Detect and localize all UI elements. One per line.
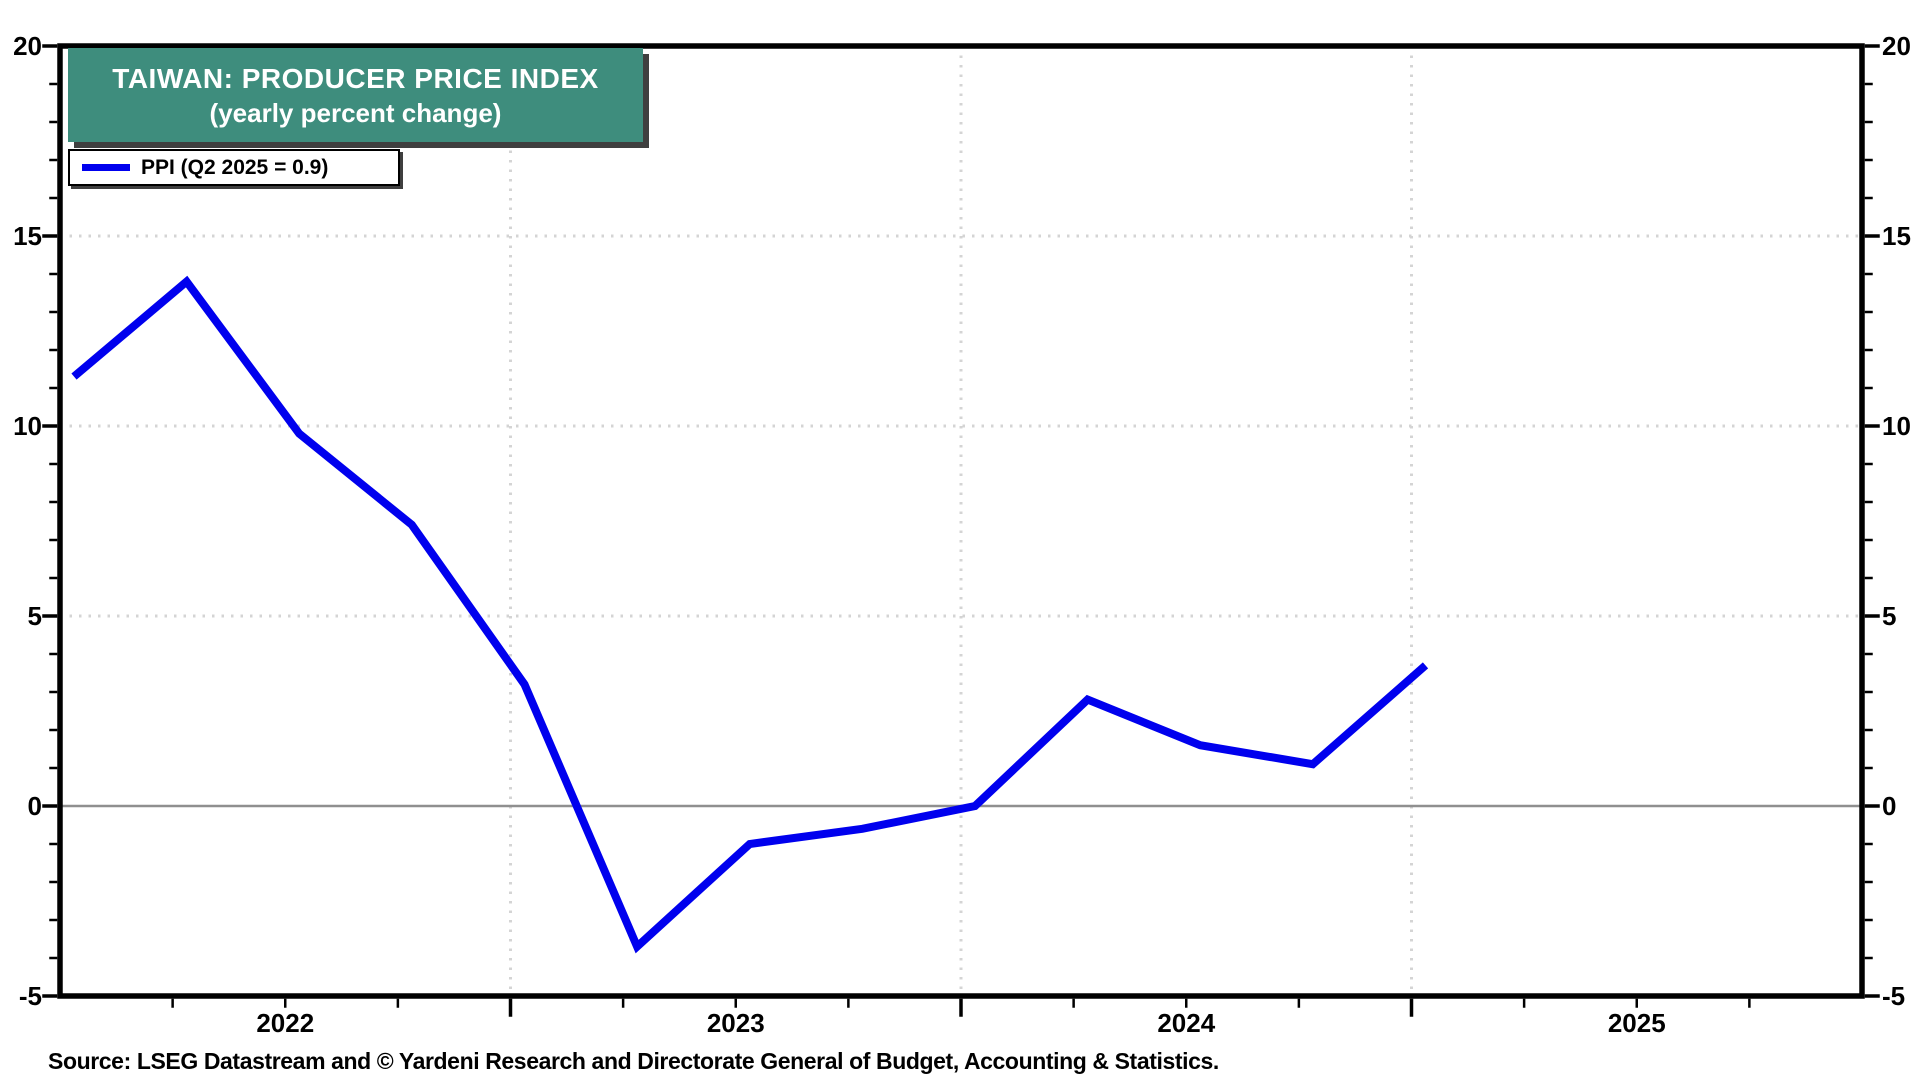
- axis-ticks: [42, 44, 1880, 1017]
- y-axis-label-right: -5: [1882, 981, 1905, 1011]
- legend-label: PPI (Q2 2025 = 0.9): [141, 155, 329, 179]
- axis-labels: 20 20 15 15 10 10 5 5 0 0 -5 -5 2022 2023 2024 2025: [13, 31, 1911, 1038]
- y-axis-label-right: 10: [1882, 411, 1911, 441]
- chart-subtitle: (yearly percent change): [209, 98, 502, 128]
- y-axis-label-left: -5: [19, 981, 42, 1011]
- plot-frame: [57, 43, 1865, 999]
- y-axis-label-right: 20: [1882, 31, 1911, 61]
- x-axis-year-label: 2022: [256, 1008, 314, 1038]
- y-axis-label-right: 5: [1882, 601, 1896, 631]
- ppi-line: [71, 275, 1429, 954]
- x-axis-year-label: 2025: [1608, 1008, 1666, 1038]
- legend: PPI (Q2 2025 = 0.9): [68, 149, 400, 186]
- chart-title: TAIWAN: PRODUCER PRICE INDEX: [112, 63, 599, 94]
- y-axis-label-left: 15: [13, 221, 42, 251]
- plot-border: [57, 43, 1865, 999]
- y-axis-label-left: 5: [28, 601, 42, 631]
- chart-title-box: TAIWAN: PRODUCER PRICE INDEX (yearly per…: [68, 48, 643, 142]
- y-axis-label-left: 0: [28, 791, 42, 821]
- legend-line-swatch: [82, 164, 130, 171]
- x-axis-year-label: 2023: [707, 1008, 765, 1038]
- gridlines: [60, 46, 1862, 996]
- x-axis-year-label: 2024: [1157, 1008, 1215, 1038]
- source-attribution: Source: LSEG Datastream and © Yardeni Re…: [48, 1048, 1219, 1074]
- data-series: [71, 275, 1429, 954]
- y-axis-label-left: 10: [13, 411, 42, 441]
- y-axis-label-right: 15: [1882, 221, 1911, 251]
- y-axis-label-right: 0: [1882, 791, 1896, 821]
- y-axis-label-left: 20: [13, 31, 42, 61]
